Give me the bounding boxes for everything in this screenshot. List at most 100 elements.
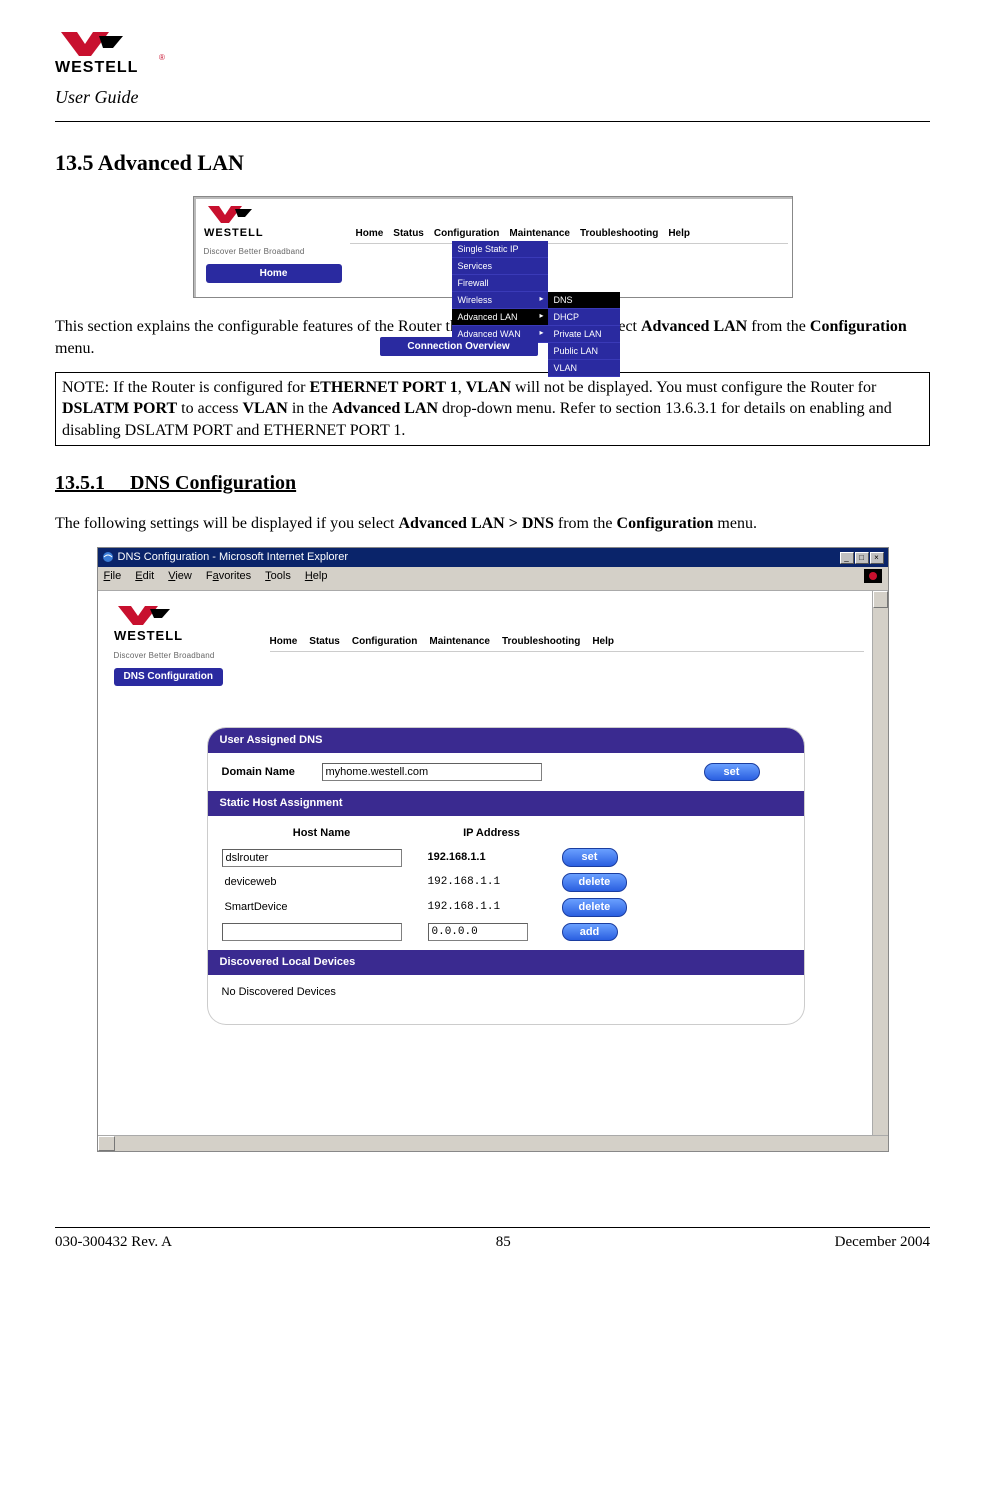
bold-configuration: Configuration: [810, 318, 907, 335]
add-button[interactable]: add: [562, 923, 618, 942]
ie-throbber-icon: [864, 569, 882, 583]
menu-status[interactable]: Status: [393, 227, 424, 241]
subsection-paragraph: The following settings will be displayed…: [55, 513, 930, 535]
submenu2-private-lan[interactable]: Private LAN: [548, 326, 620, 343]
menu-home[interactable]: Home: [356, 227, 384, 241]
static-host-table: Host Name IP Address 192.168.1.1 set dev…: [208, 816, 804, 950]
domain-name-label: Domain Name: [222, 765, 322, 780]
bold-advanced-lan: Advanced LAN: [332, 400, 438, 417]
text: in the: [288, 400, 332, 417]
text: The following settings will be displayed…: [55, 515, 399, 532]
header-divider: [55, 121, 930, 122]
submenu2-dhcp[interactable]: DHCP: [548, 309, 620, 326]
westell-logo-icon: WESTELL ®: [55, 30, 175, 76]
ie-menu-help[interactable]: Help: [305, 569, 328, 588]
text: from the: [554, 515, 617, 532]
new-ip-input[interactable]: [428, 923, 528, 941]
section-heading: 13.5 Advanced LAN: [55, 148, 930, 178]
nav-status[interactable]: Status: [309, 635, 340, 649]
submenu-single-static-ip[interactable]: Single Static IP: [452, 241, 548, 258]
delete-button[interactable]: delete: [562, 898, 628, 917]
set-button[interactable]: set: [704, 763, 760, 782]
ie-menu-favorites[interactable]: Favorites: [206, 569, 251, 588]
band-discovered: Discovered Local Devices: [208, 950, 804, 975]
page-footer: 030-300432 Rev. A 85 December 2004: [55, 1228, 930, 1252]
host-name-cell: deviceweb: [222, 875, 422, 890]
th-host-name: Host Name: [222, 826, 422, 841]
submenu-firewall[interactable]: Firewall: [452, 275, 548, 292]
minimize-button[interactable]: _: [840, 552, 854, 564]
table-row: deviceweb 192.168.1.1 delete: [222, 870, 790, 895]
ie-menubar: File Edit View Favorites Tools Help: [98, 567, 888, 591]
menu-help[interactable]: Help: [668, 227, 690, 241]
band-static-host: Static Host Assignment: [208, 791, 804, 816]
main-menubar: Home Status Configuration Maintenance Tr…: [350, 227, 788, 245]
nav-troubleshooting[interactable]: Troubleshooting: [502, 635, 580, 649]
westell-logo-icon: WESTELL: [114, 605, 210, 643]
westell-logo-icon: WESTELL: [204, 205, 290, 239]
discovered-devices-text: No Discovered Devices: [208, 975, 804, 1010]
bold-dslatm-port: DSLATM PORT: [62, 400, 177, 417]
bold-advanced-lan: Advanced LAN: [641, 318, 747, 335]
menu-maintenance[interactable]: Maintenance: [509, 227, 570, 241]
bold-ethernet-port: ETHERNET PORT 1: [309, 379, 457, 396]
dns-configuration-button[interactable]: DNS Configuration: [114, 668, 223, 686]
host-name-input[interactable]: [222, 849, 402, 867]
nav-maintenance[interactable]: Maintenance: [429, 635, 490, 649]
ip-cell: 192.168.1.1: [422, 875, 562, 890]
advanced-lan-submenu: DNS DHCP Private LAN Public LAN VLAN: [548, 292, 620, 378]
connection-overview-button[interactable]: Connection Overview: [380, 337, 538, 357]
window-title: DNS Configuration - Microsoft Internet E…: [118, 550, 348, 565]
nav-help[interactable]: Help: [592, 635, 614, 649]
host-name-cell: SmartDevice: [222, 900, 422, 915]
mini-logo: WESTELL: [108, 601, 270, 652]
new-host-name-input[interactable]: [222, 923, 402, 941]
footer-page-number: 85: [496, 1232, 511, 1252]
close-button[interactable]: ×: [870, 552, 884, 564]
th-ip-address: IP Address: [422, 826, 562, 841]
submenu2-vlan[interactable]: VLAN: [548, 360, 620, 377]
submenu-advanced-lan[interactable]: Advanced LAN: [452, 309, 548, 326]
dns-panel: User Assigned DNS Domain Name set Static…: [208, 728, 804, 1024]
ip-cell: 192.168.1.1: [422, 900, 562, 915]
band-user-dns: User Assigned DNS: [208, 728, 804, 753]
mini-logo: WESTELL: [198, 201, 350, 248]
screenshot-menu: WESTELL Discover Better Broadband Home H…: [55, 196, 930, 299]
menu-troubleshooting[interactable]: Troubleshooting: [580, 227, 658, 241]
brand-tagline: Discover Better Broadband: [108, 651, 270, 664]
window-titlebar: DNS Configuration - Microsoft Internet E…: [98, 548, 888, 567]
home-button[interactable]: Home: [206, 264, 342, 284]
nav-home[interactable]: Home: [270, 635, 298, 649]
bold-vlan: VLAN: [466, 379, 511, 396]
submenu2-public-lan[interactable]: Public LAN: [548, 343, 620, 360]
screenshot-dns-window: DNS Configuration - Microsoft Internet E…: [55, 547, 930, 1157]
svg-text:®: ®: [159, 53, 165, 62]
router-navbar: Home Status Configuration Maintenance Tr…: [270, 635, 864, 653]
submenu2-dns[interactable]: DNS: [548, 292, 620, 309]
brand-logo: WESTELL ®: [55, 30, 175, 76]
text: menu.: [713, 515, 757, 532]
ie-menu-tools[interactable]: Tools: [265, 569, 291, 588]
ie-menu-edit[interactable]: Edit: [135, 569, 154, 588]
text: ,: [458, 379, 466, 396]
submenu-wireless[interactable]: Wireless: [452, 292, 548, 309]
domain-name-input[interactable]: [322, 763, 542, 781]
footer-date: December 2004: [835, 1232, 930, 1252]
text: will not be displayed. You must configur…: [511, 379, 876, 396]
note-box: NOTE: If the Router is configured for ET…: [55, 372, 930, 447]
maximize-button[interactable]: □: [855, 552, 869, 564]
bold-vlan: VLAN: [242, 400, 287, 417]
nav-configuration[interactable]: Configuration: [352, 635, 418, 649]
horizontal-scrollbar[interactable]: [98, 1135, 888, 1151]
ie-menu-view[interactable]: View: [168, 569, 192, 588]
text: to access: [177, 400, 242, 417]
domain-name-row: Domain Name set: [208, 753, 804, 792]
delete-button[interactable]: delete: [562, 873, 628, 892]
set-button[interactable]: set: [562, 848, 618, 867]
ie-icon: [102, 551, 114, 563]
submenu-services[interactable]: Services: [452, 258, 548, 275]
vertical-scrollbar[interactable]: [872, 591, 888, 1135]
ie-menu-file[interactable]: File: [104, 569, 122, 588]
footer-doc-rev: 030-300432 Rev. A: [55, 1232, 172, 1252]
menu-configuration[interactable]: Configuration: [434, 227, 500, 241]
